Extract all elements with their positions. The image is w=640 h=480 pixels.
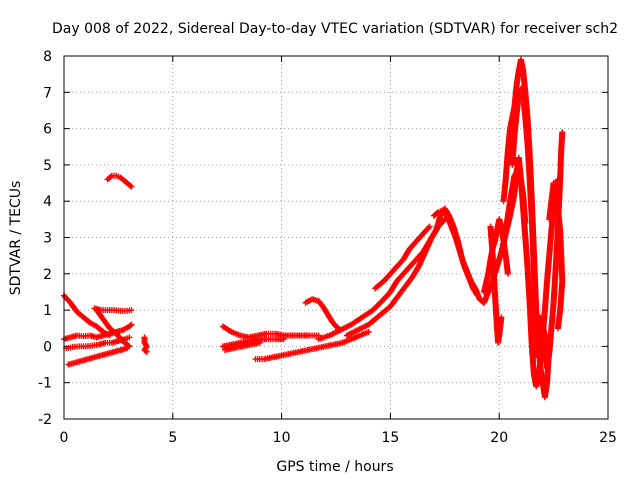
series-diag_a xyxy=(61,292,113,339)
series-blip_3_7 xyxy=(141,334,150,355)
y-tick-label: -2 xyxy=(38,412,52,428)
series-arc_4_7 xyxy=(104,172,135,190)
data-point xyxy=(522,219,529,226)
y-tick-label: 7 xyxy=(43,85,52,101)
data-point xyxy=(256,339,263,346)
series-spike_21c xyxy=(502,165,529,234)
data-point xyxy=(434,209,441,216)
chart-title: Day 008 of 2022, Sidereal Day-to-day VTE… xyxy=(52,21,618,37)
y-tick-label: -1 xyxy=(38,376,52,392)
y-tick-labels: -2 -1 0 1 2 3 4 5 6 7 8 xyxy=(38,49,52,428)
data-point xyxy=(143,348,150,355)
y-tick-label: 1 xyxy=(43,303,52,319)
y-axis-label: SDTVAR / TECUs xyxy=(8,181,24,296)
series-spike_21b xyxy=(509,85,542,361)
x-tick-label: 15 xyxy=(381,430,399,446)
y-tick-label: 0 xyxy=(43,339,52,355)
data-point xyxy=(535,354,542,361)
data-point xyxy=(504,270,511,277)
y-tick-label: 3 xyxy=(43,231,52,247)
data-point xyxy=(126,334,133,341)
data-marks xyxy=(61,56,566,401)
series-seg2_diag xyxy=(252,328,372,363)
x-tick-label: 0 xyxy=(60,430,69,446)
data-point xyxy=(125,342,132,349)
series-mid_band xyxy=(61,321,135,343)
data-point xyxy=(127,322,134,329)
series-peak_17 xyxy=(430,207,481,299)
data-point xyxy=(127,182,134,189)
data-point xyxy=(498,314,505,321)
x-tick-label: 20 xyxy=(490,430,508,446)
data-point xyxy=(280,336,287,343)
data-point xyxy=(426,223,433,230)
data-point xyxy=(124,345,131,352)
x-tick-labels: 0 5 10 15 20 25 xyxy=(60,430,617,446)
data-point xyxy=(107,173,114,180)
data-point xyxy=(128,307,135,314)
y-tick-label: 2 xyxy=(43,267,52,283)
series-tail_22b xyxy=(546,180,566,332)
x-tick-label: 5 xyxy=(168,430,177,446)
x-tick-label: 10 xyxy=(273,430,291,446)
series-low_band xyxy=(63,334,133,352)
y-tick-label: 6 xyxy=(43,122,52,138)
series-seg2_low xyxy=(222,339,263,354)
data-point xyxy=(559,129,566,136)
series-rise_c xyxy=(372,223,433,292)
series-flat_top xyxy=(91,305,135,314)
series-bottom_band xyxy=(65,345,131,368)
data-point xyxy=(425,224,432,231)
series-seg2_top xyxy=(219,323,322,341)
y-tick-label: 8 xyxy=(43,49,52,65)
data-point xyxy=(554,325,561,332)
data-point xyxy=(128,321,135,328)
data-point xyxy=(473,291,480,298)
series-drop_20 xyxy=(487,223,505,346)
y-tick-label: 5 xyxy=(43,158,52,174)
data-point xyxy=(128,183,135,190)
y-tick-label: 4 xyxy=(43,194,52,210)
data-point xyxy=(365,328,372,335)
data-point xyxy=(142,347,149,354)
data-point xyxy=(440,217,447,224)
plot-frame xyxy=(63,55,609,420)
series-rise_b xyxy=(343,216,448,339)
data-point xyxy=(474,292,481,299)
series-hump_11_5 xyxy=(302,296,344,334)
x-tick-label: 25 xyxy=(599,430,617,446)
x-axis-label: GPS time / hours xyxy=(276,459,393,475)
